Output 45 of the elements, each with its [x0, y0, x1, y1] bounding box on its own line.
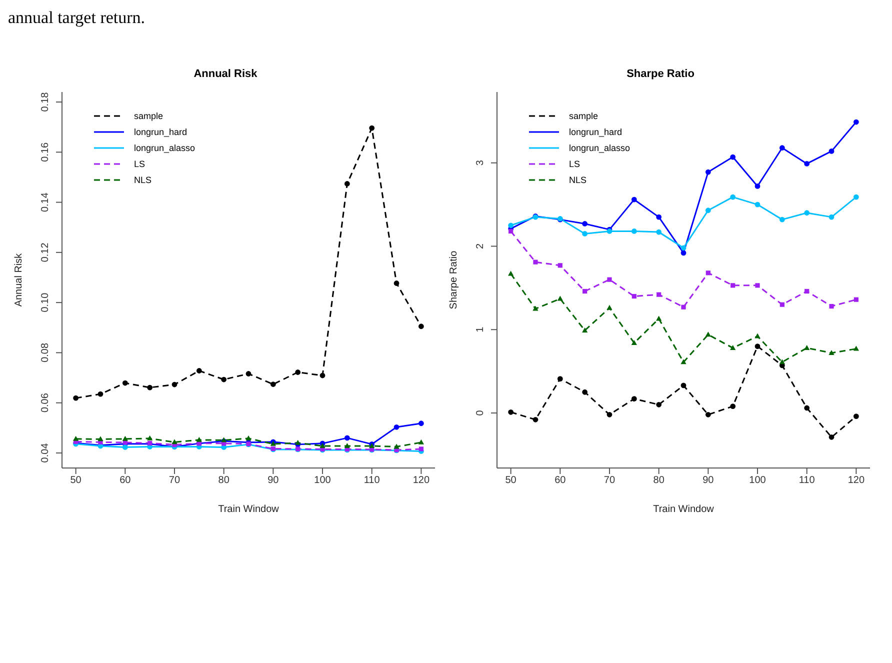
- x-tick-label: 120: [848, 475, 865, 486]
- legend-label: longrun_alasso: [569, 143, 630, 153]
- x-tick-label: 100: [314, 475, 332, 486]
- y-tick-label: 0.10: [40, 292, 51, 312]
- x-tick-label: 80: [218, 475, 230, 486]
- legend-label: longrun_hard: [134, 127, 188, 137]
- x-axis-title: Train Window: [218, 504, 280, 515]
- y-tick-label: 1: [475, 326, 486, 332]
- legend-label: LS: [569, 159, 580, 169]
- y-tick-label: 0.06: [40, 392, 51, 413]
- y-tick-label: 0.12: [40, 242, 51, 262]
- legend-label: longrun_hard: [569, 127, 622, 137]
- x-tick-label: 50: [70, 475, 82, 486]
- legend-label: sample: [134, 111, 164, 121]
- y-tick-label: 2: [475, 243, 486, 250]
- legend-label: sample: [569, 111, 598, 121]
- x-tick-label: 60: [120, 475, 132, 486]
- y-tick-label: 0: [475, 410, 486, 416]
- x-axis-title: Train Window: [653, 504, 715, 515]
- x-tick-label: 110: [798, 475, 816, 486]
- x-tick-label: 70: [604, 475, 616, 486]
- chart-title: Sharpe Ratio: [626, 68, 696, 82]
- y-tick-label: 3: [475, 160, 486, 166]
- text: annual target return.: [8, 8, 146, 29]
- x-tick-label: 90: [268, 475, 280, 486]
- x-tick-label: 120: [412, 475, 430, 486]
- x-tick-label: 50: [505, 475, 517, 486]
- y-tick-label: 0.16: [40, 142, 51, 162]
- x-tick-label: 60: [554, 475, 566, 486]
- x-tick-label: 90: [702, 475, 714, 486]
- legend-label: NLS: [569, 175, 587, 185]
- x-tick-label: 100: [749, 475, 766, 486]
- y-axis-title: Annual Risk: [14, 252, 25, 307]
- legend-label: NLS: [134, 175, 152, 185]
- x-tick-label: 110: [364, 475, 380, 486]
- x-tick-label: 70: [168, 475, 180, 486]
- chart-title: Annual Risk: [192, 68, 258, 82]
- y-tick-label: 0.18: [40, 92, 51, 112]
- x-tick-label: 80: [653, 475, 665, 486]
- legend-label: LS: [134, 159, 146, 169]
- y-tick-label: 0.04: [40, 442, 51, 463]
- y-axis-title: Sharpe Ratio: [448, 250, 460, 310]
- legend-label: longrun_alasso: [134, 143, 196, 153]
- y-tick-label: 0.08: [40, 342, 51, 362]
- y-tick-label: 0.14: [40, 192, 51, 212]
